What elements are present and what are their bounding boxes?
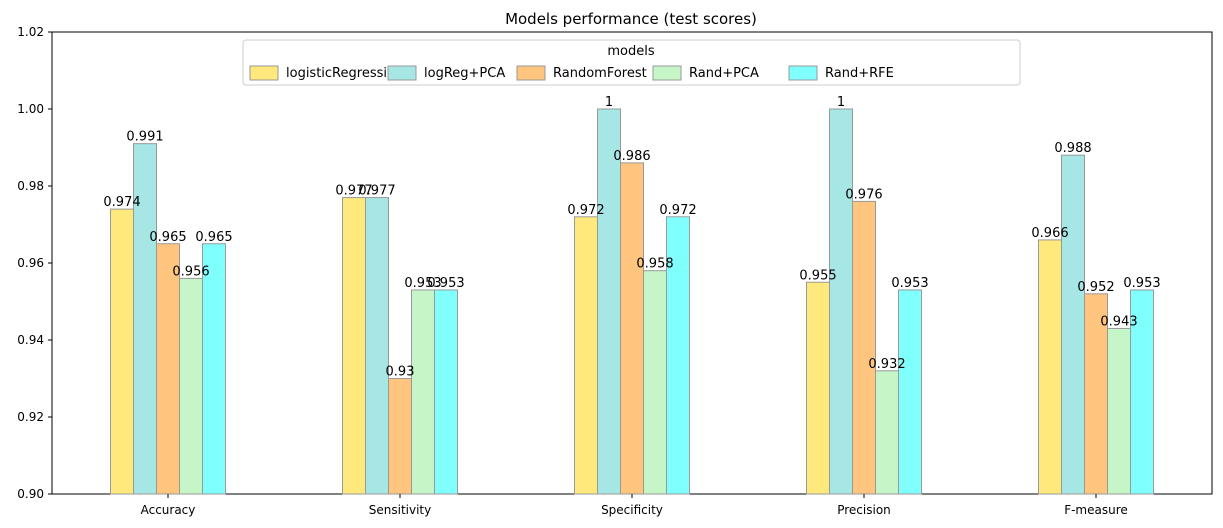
x-tick-label: F-measure bbox=[1064, 503, 1128, 517]
y-tick-label: 0.90 bbox=[17, 487, 44, 501]
bar-logisticregression-f-measure bbox=[1038, 239, 1062, 495]
y-tick-label: 0.94 bbox=[17, 333, 44, 347]
bar-rand-pca-sensitivity bbox=[411, 289, 435, 495]
legend-swatch bbox=[387, 65, 417, 81]
legend-swatch bbox=[249, 65, 279, 81]
bar-rand-rfe-specificity bbox=[666, 216, 690, 495]
data-label: 0.977 bbox=[335, 184, 372, 199]
data-label: 0.972 bbox=[659, 203, 696, 218]
y-tick-label: 0.96 bbox=[17, 256, 44, 270]
bars-group bbox=[110, 108, 1154, 495]
data-label: 0.972 bbox=[567, 203, 604, 218]
data-label: 0.953 bbox=[1123, 276, 1160, 291]
bar-logreg-pca-f-measure bbox=[1061, 154, 1085, 495]
data-label: 0.986 bbox=[613, 149, 650, 164]
data-label: 0.956 bbox=[172, 264, 209, 279]
legend-frame bbox=[242, 39, 1021, 86]
bar-randomforest-precision bbox=[852, 200, 876, 495]
data-label: 0.953 bbox=[891, 276, 928, 291]
legend-swatch bbox=[788, 65, 818, 81]
legend-swatch bbox=[516, 65, 546, 81]
bar-randomforest-sensitivity bbox=[388, 378, 412, 495]
x-tick-label: Accuracy bbox=[141, 503, 196, 517]
bar-rand-rfe-f-measure bbox=[1130, 289, 1154, 495]
data-label: 0.976 bbox=[845, 187, 882, 202]
y-tick-label: 1.00 bbox=[17, 102, 44, 116]
data-label: 0.988 bbox=[1054, 141, 1091, 156]
data-label: 0.991 bbox=[126, 130, 163, 145]
bar-rand-pca-f-measure bbox=[1107, 327, 1131, 495]
legend-title: models bbox=[607, 44, 654, 59]
bar-rand-pca-specificity bbox=[643, 270, 667, 495]
legend-label: Rand+RFE bbox=[825, 66, 894, 81]
chart-title: Models performance (test scores) bbox=[505, 10, 757, 28]
bar-logreg-pca-specificity bbox=[597, 108, 621, 495]
data-label: 0.952 bbox=[1077, 280, 1114, 295]
data-label: 0.965 bbox=[195, 230, 232, 245]
legend-swatch bbox=[652, 65, 682, 81]
x-axis: Accuracy Sensitivity Specificity Precision F… bbox=[141, 494, 1128, 517]
data-label: 0.953 bbox=[404, 276, 441, 291]
data-label: 0.958 bbox=[636, 257, 673, 272]
y-tick-label: 0.98 bbox=[17, 179, 44, 193]
data-label: 0.974 bbox=[103, 195, 140, 210]
bar-randomforest-accuracy bbox=[156, 243, 180, 495]
legend-label: logisticRegression bbox=[286, 66, 403, 81]
data-label: 1 bbox=[605, 95, 613, 110]
bar-logisticregression-sensitivity bbox=[342, 197, 366, 495]
legend-label: Rand+PCA bbox=[689, 66, 759, 81]
bar-rand-pca-precision bbox=[875, 370, 899, 495]
bar-logisticregression-precision bbox=[806, 281, 830, 495]
bar-rand-rfe-accuracy bbox=[202, 243, 226, 495]
y-axis: 0.90 0.92 0.94 0.96 0.98 1.00 1.02 bbox=[17, 25, 52, 501]
x-tick-label: Precision bbox=[837, 503, 891, 517]
data-label: 0.932 bbox=[868, 357, 905, 372]
data-label: 0.93 bbox=[386, 365, 415, 380]
x-tick-label: Specificity bbox=[601, 503, 663, 517]
legend-label: logReg+PCA bbox=[424, 66, 505, 81]
data-label: 1 bbox=[837, 95, 845, 110]
data-label: 0.977 bbox=[358, 184, 395, 199]
data-label: 0.965 bbox=[149, 230, 186, 245]
bar-randomforest-specificity bbox=[620, 162, 644, 495]
bar-rand-rfe-precision bbox=[898, 289, 922, 495]
bar-rand-rfe-sensitivity bbox=[434, 289, 458, 495]
x-tick-label: Sensitivity bbox=[369, 503, 431, 517]
data-label: 0.953 bbox=[427, 276, 464, 291]
data-label: 0.955 bbox=[799, 268, 836, 283]
legend: models logisticRegression logReg+PCA Rando… bbox=[242, 39, 1021, 86]
data-label: 0.943 bbox=[1100, 314, 1137, 329]
data-label: 0.966 bbox=[1031, 226, 1068, 241]
y-tick-label: 1.02 bbox=[17, 25, 44, 39]
bar-logisticregression-specificity bbox=[574, 216, 598, 495]
bar-rand-pca-accuracy bbox=[179, 277, 203, 495]
y-tick-label: 0.92 bbox=[17, 410, 44, 424]
legend-label: RandomForest bbox=[553, 66, 647, 81]
bar-logreg-pca-sensitivity bbox=[365, 197, 389, 495]
bar-logisticregression-accuracy bbox=[110, 208, 134, 495]
bar-logreg-pca-precision bbox=[829, 108, 853, 495]
